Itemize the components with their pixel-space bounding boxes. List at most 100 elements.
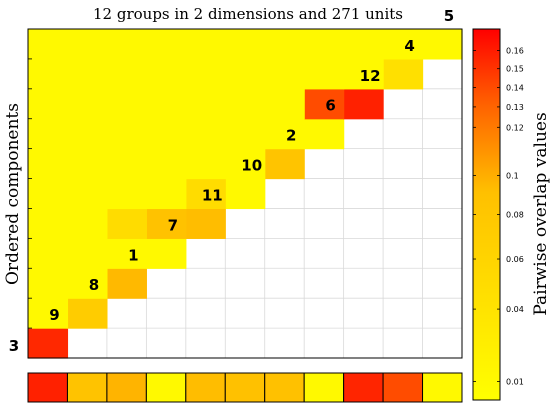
- matrix-cell: [225, 29, 266, 60]
- colorbar-tick-label: 0.04: [506, 305, 524, 314]
- colorbar-ticks: 0.16 0.15 0.14 0.13 0.12 0.1 0.08 0.06 0.04 0.01: [473, 47, 524, 386]
- colorbar-tick-label: 0.12: [506, 123, 524, 132]
- matrix-cell: [225, 178, 266, 210]
- matrix-cell: [343, 58, 384, 90]
- matrix-cell: [28, 148, 69, 180]
- colorbar-tick-label: 0.1: [506, 172, 519, 181]
- matrix-cell: [343, 29, 384, 60]
- strip-cell: [264, 372, 305, 403]
- strip-cell: [422, 372, 463, 403]
- matrix-cell: [383, 58, 424, 90]
- matrix-cell: [304, 118, 345, 150]
- matrix-cell: [106, 238, 147, 269]
- matrix-cell: [67, 88, 108, 120]
- group-label: 9: [49, 306, 59, 324]
- matrix-cell: [264, 88, 305, 120]
- group-label: 3: [9, 337, 19, 355]
- group-label: 5: [444, 7, 454, 25]
- matrix-cell: [185, 208, 226, 239]
- matrix-cell: [28, 298, 69, 329]
- matrix-cell: [28, 328, 69, 359]
- matrix-cell: [146, 29, 187, 60]
- matrix-cell: [185, 148, 226, 180]
- matrix-cell: [106, 29, 147, 60]
- matrix-cell: [225, 88, 266, 120]
- matrix-cell: [106, 148, 147, 180]
- matrix-cell: [185, 178, 226, 210]
- matrix-cell: [264, 29, 305, 60]
- matrix-cell: [106, 268, 147, 299]
- matrix-cell: [185, 88, 226, 120]
- colorbar: [472, 28, 501, 401]
- matrix-cell: [146, 148, 187, 180]
- matrix-cell: [67, 58, 108, 90]
- colorbar-tick-label: 0.13: [506, 103, 524, 112]
- matrix-cell: [28, 178, 69, 210]
- matrix-cell: [343, 88, 384, 120]
- matrix-frame: [27, 28, 463, 359]
- matrix-cell: [28, 208, 69, 239]
- matrix-cell: [225, 148, 266, 180]
- matrix-cell: [264, 148, 305, 180]
- group-label: 12: [360, 67, 381, 85]
- matrix-cell: [185, 118, 226, 150]
- strip-cell: [145, 372, 187, 403]
- matrix-cell: [264, 118, 305, 150]
- matrix-cell: [304, 58, 345, 90]
- group-label: 8: [89, 276, 99, 294]
- matrix-cell: [304, 29, 345, 60]
- colorbar-tick-label: 0.06: [506, 255, 524, 264]
- matrix-cell: [28, 268, 69, 299]
- matrix-cell: [146, 88, 187, 120]
- strip-cell: [185, 372, 226, 403]
- y-axis-label: Ordered components: [3, 103, 23, 285]
- group-label: 6: [325, 97, 335, 115]
- strip-cell: [66, 372, 108, 403]
- matrix-cell: [28, 238, 69, 269]
- matrix-cell: [146, 178, 187, 210]
- matrix-cell: [185, 58, 226, 90]
- group-labels: 3 9 8 1 7 11 10 2 6 12 4 5: [9, 7, 454, 355]
- matrix-y-ticks: [28, 58, 32, 329]
- matrix-cell: [106, 58, 147, 90]
- strip-cell: [224, 372, 266, 403]
- matrix-cell: [106, 118, 147, 150]
- group-label: 10: [241, 157, 262, 175]
- matrix-cell: [67, 29, 108, 60]
- matrix-cell: [67, 238, 108, 269]
- matrix-cell: [28, 58, 69, 90]
- matrix-cell: [67, 148, 108, 180]
- bottom-strip: [27, 372, 463, 403]
- group-label: 7: [168, 216, 178, 234]
- matrix-cell: [185, 29, 226, 60]
- group-label: 1: [128, 246, 138, 264]
- colorbar-tick-label: 0.14: [506, 84, 524, 93]
- colorbar-tick-label: 0.16: [506, 47, 524, 56]
- colorbar-tick-label: 0.15: [506, 65, 524, 74]
- strip-cell: [27, 372, 68, 403]
- strip-cell: [303, 372, 345, 403]
- strip-cell: [106, 372, 147, 403]
- matrix-cell: [28, 29, 69, 60]
- matrix-cell: [422, 29, 463, 60]
- matrix-cell: [383, 29, 424, 60]
- colorbar-tick-label: 0.08: [506, 211, 524, 220]
- matrix-cell: [106, 208, 147, 239]
- matrix-cell: [146, 58, 187, 90]
- matrix-cell: [67, 178, 108, 210]
- group-label: 11: [202, 186, 223, 204]
- matrix-cell: [146, 238, 187, 269]
- colorbar-tick-label: 0.01: [506, 377, 524, 386]
- strip-cell: [382, 372, 424, 403]
- matrix-cell: [106, 178, 147, 210]
- group-label: 2: [286, 127, 296, 145]
- matrix-cell: [67, 208, 108, 239]
- matrix-cells: [28, 29, 463, 359]
- group-label: 4: [404, 37, 414, 55]
- matrix-cell: [67, 268, 108, 299]
- matrix-cell: [304, 88, 345, 120]
- matrix-cell: [28, 88, 69, 120]
- matrix-cell: [264, 58, 305, 90]
- matrix-cell: [146, 208, 187, 239]
